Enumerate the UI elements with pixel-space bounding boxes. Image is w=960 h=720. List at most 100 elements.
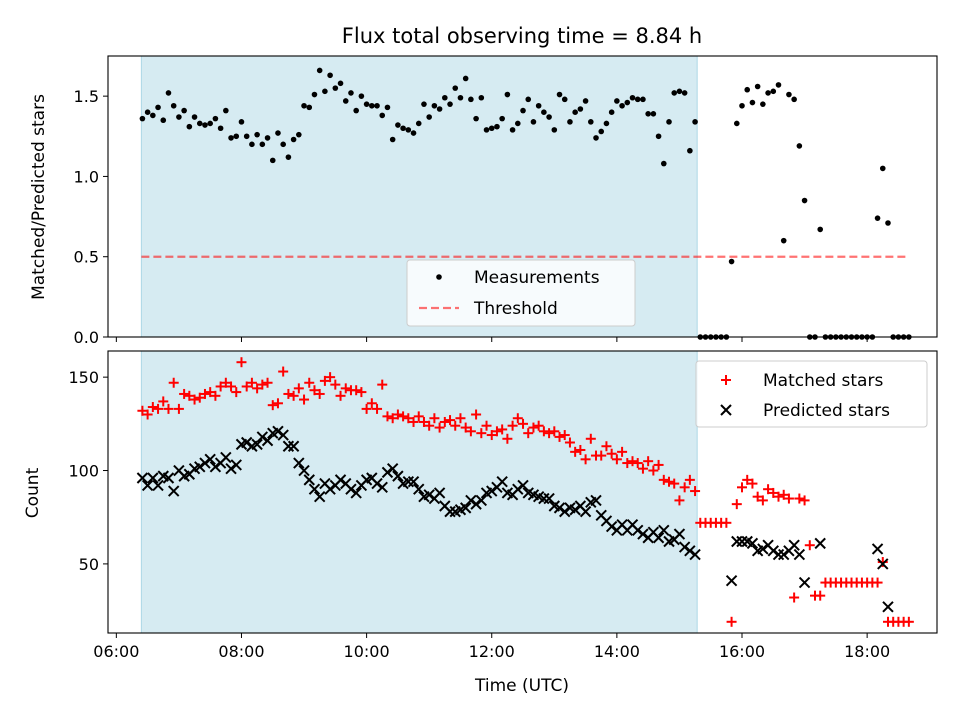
measurement-point <box>223 107 229 114</box>
matched-star-point <box>778 489 789 500</box>
measurement-point <box>202 122 208 128</box>
measurement-point <box>687 147 693 154</box>
measurement-point <box>405 127 412 133</box>
measurement-point <box>660 160 667 167</box>
measurement-point <box>561 96 568 103</box>
measurement-point <box>228 135 234 141</box>
predicted-star-point <box>590 494 602 507</box>
measurement-point <box>515 120 521 127</box>
matched-star-point <box>580 454 591 465</box>
predicted-star-point <box>678 541 691 553</box>
predicted-star-point <box>381 466 394 479</box>
measurement-point <box>395 122 401 128</box>
matched-star-point <box>497 424 508 435</box>
measurement-point <box>452 85 459 91</box>
measurement-point <box>535 102 542 109</box>
measurement-point <box>499 115 505 122</box>
bottom-plot: 50 100 150 06:00 08:00 10:00 12:00 14:00 16:00 18… <box>68 350 938 661</box>
matched-star-point <box>272 398 283 409</box>
matched-star-point <box>627 456 638 467</box>
measurement-point <box>400 125 406 132</box>
matched-star-point <box>257 379 268 390</box>
predicted-star-point <box>459 502 472 514</box>
matched-star-point <box>299 394 310 405</box>
predicted-star-point <box>746 537 759 550</box>
matched-star-point <box>377 379 388 390</box>
predicted-star-point <box>136 472 149 484</box>
matched-star-point <box>476 428 487 439</box>
measurement-point <box>447 101 453 107</box>
matched-star-point <box>252 383 263 394</box>
measurement-point <box>233 133 240 140</box>
matched-star-point <box>465 426 476 437</box>
top-plot-y-tick-label: 0.0 <box>74 328 99 347</box>
matched-star-point <box>439 416 450 427</box>
predicted-star-point <box>371 477 383 490</box>
matched-star-point <box>643 456 654 467</box>
measurement-point <box>650 111 657 117</box>
predicted-star-point <box>407 476 420 488</box>
matched-star-point <box>658 474 669 485</box>
matched-star-point <box>502 433 513 444</box>
matched-star-point <box>585 433 596 444</box>
predicted-star-point <box>261 434 274 447</box>
predicted-star-point <box>402 476 415 488</box>
matched-star-point <box>648 465 659 476</box>
bottom-y-axis-label: Count <box>23 467 43 518</box>
matched-star-point <box>455 413 466 424</box>
measurement-point <box>181 107 187 114</box>
matched-star-point <box>293 383 304 394</box>
matched-star-point <box>408 416 419 427</box>
matched-star-point <box>137 405 148 416</box>
measurement-point <box>421 101 427 107</box>
measurement-point <box>436 106 443 112</box>
measurement-point <box>681 90 688 96</box>
matched-star-point <box>356 387 367 398</box>
predicted-star-point <box>256 431 269 443</box>
predicted-star-point <box>778 548 790 561</box>
bottom-plot-x-tick-label: 12:00 <box>469 642 515 661</box>
matched-star-point <box>403 413 414 424</box>
matched-star-point <box>637 463 648 474</box>
matched-star-point <box>789 592 800 603</box>
measurement-point <box>348 90 354 96</box>
measurement-point <box>249 141 255 148</box>
matched-star-point <box>210 390 221 401</box>
predicted-star-point <box>277 429 289 441</box>
predicted-star-point <box>324 483 336 495</box>
measurement-point <box>666 119 672 125</box>
predicted-star-point <box>313 490 326 503</box>
top-plot-frame <box>107 55 938 338</box>
predicted-star-point <box>423 489 435 501</box>
measurement-point <box>191 114 198 120</box>
measurement-point <box>207 120 213 127</box>
measurement-point <box>629 94 636 101</box>
matched-star-point <box>559 430 570 441</box>
matched-star-point <box>241 381 252 392</box>
measurement-point <box>442 94 448 101</box>
matched-star-point <box>726 616 737 627</box>
matched-star-point <box>372 403 383 414</box>
predicted-star-point <box>386 462 399 475</box>
matched-star-point <box>491 426 502 437</box>
measurement-point <box>494 123 500 130</box>
matched-star-point <box>158 396 169 407</box>
predicted-star-point <box>308 483 321 495</box>
measurement-point <box>546 114 552 120</box>
bottom-legend-box <box>695 360 928 428</box>
matched-star-point <box>361 403 372 414</box>
matched-star-point <box>314 388 325 399</box>
measurement-point <box>483 127 490 133</box>
matched-star-point <box>528 422 539 433</box>
measurement-point <box>217 125 224 132</box>
measurement-point <box>238 119 245 125</box>
predicted-star-point <box>293 457 305 469</box>
measurement-point <box>264 135 271 141</box>
predicted-star-point <box>559 505 571 518</box>
predicted-star-point <box>334 474 347 486</box>
measurement-point <box>290 136 297 143</box>
measurement-point <box>749 99 756 106</box>
matched-star-point <box>804 540 815 551</box>
predicted-star-point <box>814 537 826 550</box>
matched-star-point <box>507 420 518 431</box>
